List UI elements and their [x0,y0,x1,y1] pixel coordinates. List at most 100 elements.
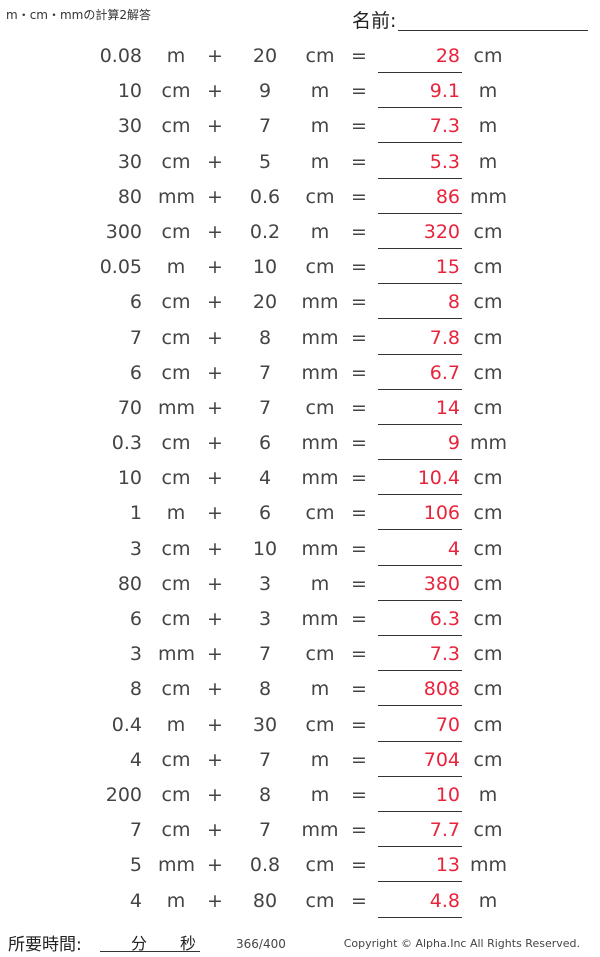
problem-row: 8 cm +8 m = 808 cm [0,671,600,707]
answer-blank-line [378,107,462,109]
second-value: 80 [252,889,278,912]
plus-sign: + [207,256,223,279]
plus-sign: + [207,291,223,314]
result-unit: cm [473,502,503,525]
answer-value: 106 [423,502,460,525]
answer-blank-line [378,247,462,249]
plus-sign: + [207,361,223,384]
result-unit: m [478,783,498,806]
problem-row: 30 cm +5 m = 5.3 m [0,144,600,179]
plus-sign: + [207,220,223,243]
answer-value: 14 [435,396,460,419]
answer-value: 13 [435,854,460,877]
second-unit: mm [301,326,339,349]
problem-row: 300 cm +0.2 m = 320 cm [0,214,600,249]
second-value: 10 [252,256,278,279]
plus-sign: + [207,432,223,455]
equals-sign: = [351,819,367,842]
problem-row: 0.3 cm +6 mm = 9 mm [0,425,600,461]
worksheet-title: m・cm・mmの計算2解答 [6,8,151,22]
first-unit: mm [158,185,196,208]
second-value: 3 [258,572,272,595]
first-value: 10 [117,467,142,490]
answer-value: 10 [435,783,460,806]
plus-sign: + [207,45,223,67]
first-value: 0.4 [111,713,142,736]
first-unit: m [166,45,186,67]
answer-blank-line [378,529,462,531]
answer-value: 6.3 [429,608,460,630]
first-value: 200 [105,783,142,806]
first-unit: cm [161,678,191,701]
answer-value: 704 [423,748,460,771]
first-value: 0.08 [99,45,142,67]
first-unit: cm [161,537,191,560]
equals-sign: = [351,150,367,173]
second-value: 6 [258,432,272,455]
time-blank-line[interactable] [100,951,200,952]
problem-row: 1 m +6 cm = 106 cm [0,495,600,531]
first-value: 3 [129,537,142,560]
answer-value: 9.1 [429,80,460,103]
second-unit: mm [301,291,339,314]
answer-blank-line [378,599,462,601]
result-unit: cm [473,291,503,314]
second-value: 8 [258,783,272,806]
problem-row: 80 cm +3 m = 380 cm [0,566,600,601]
answer-value: 808 [423,678,460,701]
equals-sign: = [351,291,367,314]
first-value: 80 [117,185,142,208]
plus-sign: + [207,396,223,419]
answer-blank-line [378,916,462,918]
answer-value: 320 [423,220,460,243]
answer-blank-line [378,353,462,355]
problem-row: 4 cm +7 m = 704 cm [0,742,600,777]
first-value: 1 [129,502,142,525]
equals-sign: = [351,45,367,67]
equals-sign: = [351,396,367,419]
answer-value: 4 [447,537,460,560]
answer-value: 7.3 [429,643,460,666]
answer-value: 9 [447,432,460,455]
plus-sign: + [207,713,223,736]
second-value: 7 [258,748,272,771]
second-unit: cm [305,396,335,419]
answer-blank-line [378,283,462,285]
answer-blank-line [378,881,462,883]
second-unit: mm [301,467,339,490]
first-value: 300 [105,220,142,243]
answer-blank-line [378,740,462,742]
equals-sign: = [351,220,367,243]
answer-blank-line [378,494,462,496]
name-field[interactable]: 名前: [352,6,588,32]
answer-blank-line [378,72,462,73]
second-value: 10 [252,537,278,560]
answer-value: 28 [435,45,460,67]
second-unit: cm [305,713,335,736]
plus-sign: + [207,502,223,525]
equals-sign: = [351,537,367,560]
plus-sign: + [207,678,223,701]
time-required-label: 所要時間: [8,935,82,955]
minutes-label: 分 [131,934,148,953]
first-value: 0.05 [99,256,142,279]
first-value: 10 [117,80,142,103]
result-unit: cm [473,748,503,771]
result-unit: cm [473,537,503,560]
second-unit: cm [305,185,335,208]
plus-sign: + [207,889,223,912]
second-unit: m [310,150,330,173]
result-unit: cm [473,608,503,630]
plus-sign: + [207,643,223,666]
second-value: 0.2 [249,220,281,243]
result-unit: cm [473,256,503,279]
answer-value: 4.8 [429,889,460,912]
plus-sign: + [207,537,223,560]
first-value: 6 [129,361,142,384]
plus-sign: + [207,572,223,595]
answer-value: 10.4 [417,467,460,490]
answer-value: 380 [423,572,460,595]
first-unit: cm [161,819,191,842]
second-value: 8 [258,326,272,349]
first-value: 5 [129,854,142,877]
